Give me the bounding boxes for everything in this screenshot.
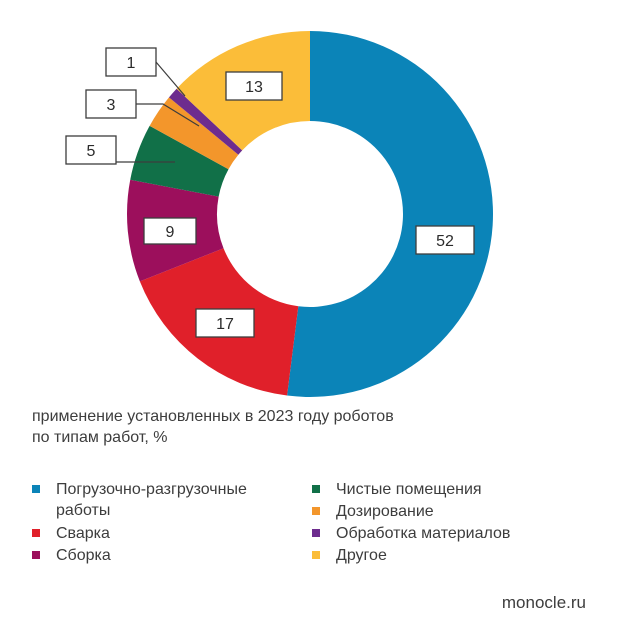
data-label-box (415, 225, 475, 255)
legend-label-line-2: работы (56, 502, 111, 519)
callout-leader-line (155, 61, 186, 97)
caption-line-1: применение установленных в 2023 году роб… (32, 408, 394, 425)
donut-slice-processing (168, 88, 243, 155)
callout-leader-line (136, 103, 200, 127)
caption-line-2: по типам работ, % (32, 429, 168, 446)
legend-swatch (312, 529, 320, 537)
data-label-other: 13 (225, 71, 283, 101)
legend-swatch (32, 485, 40, 493)
legend-swatch (312, 507, 320, 515)
legend-label: Сборка (56, 547, 111, 564)
legend-swatch (312, 551, 320, 559)
data-label-text: 9 (166, 224, 175, 241)
legend-item-assembly: Сборка (32, 545, 111, 566)
data-label-welding: 17 (195, 308, 255, 338)
data-label-box (105, 47, 157, 77)
data-label-box (65, 135, 117, 165)
data-label-text: 17 (216, 316, 234, 333)
data-label-dispensing: 3 (85, 89, 137, 119)
legend-item-cleanrooms: Чистые помещения (312, 479, 482, 500)
donut-slice-cleanrooms (130, 125, 229, 197)
donut-slice-loading (287, 31, 493, 397)
legend-label: Обработка материалов (336, 525, 511, 542)
data-label-box (85, 89, 137, 119)
chart-caption: применение установленных в 2023 году роб… (32, 406, 502, 448)
legend-swatch (312, 485, 320, 493)
data-label-text: 3 (107, 97, 116, 114)
legend-item-other: Другое (312, 545, 387, 566)
data-label-loading: 52 (415, 225, 475, 255)
legend-item-welding: Сварка (32, 523, 110, 544)
legend-item-processing: Обработка материалов (312, 523, 510, 544)
data-label-text: 1 (127, 55, 136, 72)
data-label-processing: 1 (105, 47, 157, 77)
donut-slice-dispensing (149, 97, 239, 170)
legend-label: Погрузочно-разгрузочные (56, 481, 247, 498)
legend-swatch (32, 529, 40, 537)
legend-label: Чистые помещения (336, 481, 482, 498)
data-label-text: 5 (87, 143, 96, 160)
legend-item-dispensing: Дозирование (312, 501, 434, 522)
data-label-text: 52 (436, 233, 454, 250)
source-credit: monocle.ru (501, 593, 586, 612)
data-label-box (143, 217, 197, 245)
donut-chart: 52 17 9 5 3 1 13 (65, 31, 493, 397)
legend-label: Другое (336, 547, 387, 564)
legend-item-loading: Погрузочно-разгрузочные работы (32, 479, 247, 521)
data-label-cleanrooms: 5 (65, 135, 117, 165)
data-label-text: 13 (245, 79, 263, 96)
data-label-box (195, 308, 255, 338)
legend-label: Сварка (56, 525, 110, 542)
data-label-assembly: 9 (143, 217, 197, 245)
data-label-box (225, 71, 283, 101)
legend-label: Дозирование (336, 503, 434, 520)
legend-swatch (32, 551, 40, 559)
